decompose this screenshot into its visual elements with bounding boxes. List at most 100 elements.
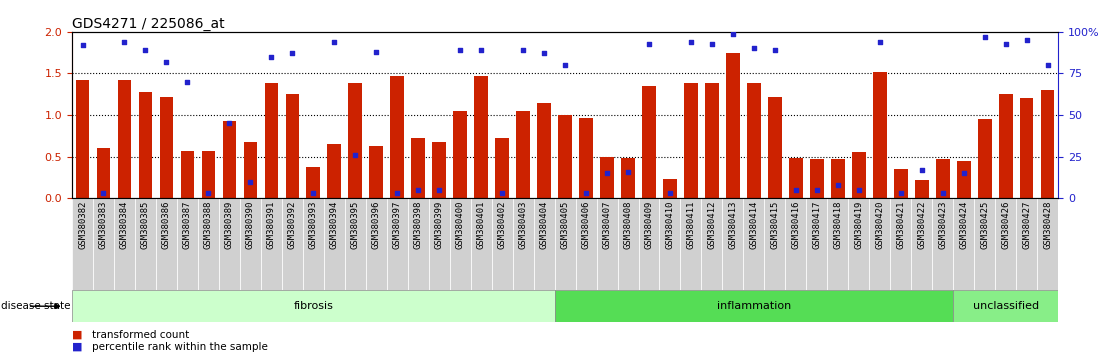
Point [451,47,469,53]
Point [409,187,427,193]
Bar [974,198,995,290]
Text: GSM380397: GSM380397 [392,201,402,249]
Bar [429,198,450,290]
Bar [260,198,281,290]
Point [178,79,196,85]
Bar [281,198,302,290]
Point [347,152,365,158]
Bar [664,179,677,198]
Bar [411,138,425,198]
Point [808,187,825,193]
Bar [957,161,971,198]
Point [136,47,154,53]
Text: GSM380383: GSM380383 [99,201,107,249]
Bar [513,198,534,290]
Bar [705,84,719,198]
Point [577,190,595,196]
Bar [219,198,239,290]
Bar [579,118,593,198]
Point [745,46,762,51]
Bar [617,198,638,290]
Bar [1040,90,1055,198]
Text: transformed count: transformed count [92,330,189,339]
Text: GSM380387: GSM380387 [183,201,192,249]
Bar [638,198,659,290]
Bar [1019,98,1034,198]
Bar [828,198,849,290]
Text: disease state: disease state [1,301,71,311]
Bar [495,137,509,198]
Bar [932,198,953,290]
Text: GSM380408: GSM380408 [624,201,633,249]
Bar [701,198,722,290]
Text: GSM380407: GSM380407 [603,201,612,249]
Point [997,41,1015,46]
Bar [953,198,974,290]
Text: GSM380393: GSM380393 [309,201,318,249]
Text: GSM380414: GSM380414 [749,201,758,249]
Bar [1016,198,1037,290]
Bar [894,169,907,198]
Bar [474,76,488,198]
Point [263,54,280,59]
Text: inflammation: inflammation [717,301,791,311]
Point [514,47,532,53]
Bar [156,198,177,290]
Bar [978,119,992,198]
Text: GSM380421: GSM380421 [896,201,905,249]
Point [598,171,616,176]
Bar [558,115,572,198]
Bar [96,148,111,198]
Bar [999,94,1013,198]
Bar [390,76,404,198]
Bar [765,198,786,290]
Bar [265,84,278,198]
Bar [807,198,828,290]
Bar [387,198,408,290]
Bar [786,198,807,290]
Point [892,190,910,196]
Bar [911,198,932,290]
Bar [537,103,551,198]
Bar [555,290,953,322]
Bar [345,198,366,290]
Text: GSM380391: GSM380391 [267,201,276,249]
Text: GSM380422: GSM380422 [917,201,926,249]
Point [661,190,679,196]
Point [640,41,658,46]
Text: GSM380424: GSM380424 [960,201,968,249]
Text: unclassified: unclassified [973,301,1038,311]
Text: GSM380428: GSM380428 [1043,201,1053,249]
Text: GSM380415: GSM380415 [770,201,779,249]
Text: GSM380396: GSM380396 [372,201,381,249]
Text: GSM380403: GSM380403 [519,201,527,249]
Bar [72,290,555,322]
Text: GSM380388: GSM380388 [204,201,213,249]
Text: GSM380401: GSM380401 [476,201,485,249]
Text: GSM380418: GSM380418 [833,201,842,249]
Bar [915,180,929,198]
Bar [286,94,299,198]
Text: GSM380406: GSM380406 [582,201,591,249]
Bar [93,198,114,290]
Text: GSM380382: GSM380382 [78,201,88,249]
Point [493,190,511,196]
Text: GSM380417: GSM380417 [812,201,821,249]
Bar [348,84,362,198]
Point [787,187,804,193]
Point [1018,37,1036,43]
Point [326,39,343,45]
Point [556,62,574,68]
Bar [891,198,911,290]
Point [871,39,889,45]
Text: GSM380426: GSM380426 [1002,201,1010,249]
Text: ■: ■ [72,330,82,339]
Bar [160,97,173,198]
Text: GSM380398: GSM380398 [413,201,423,249]
Bar [202,151,215,198]
Bar [453,111,466,198]
Bar [492,198,513,290]
Text: percentile rank within the sample: percentile rank within the sample [92,342,268,352]
Bar [555,198,575,290]
Bar [726,53,740,198]
